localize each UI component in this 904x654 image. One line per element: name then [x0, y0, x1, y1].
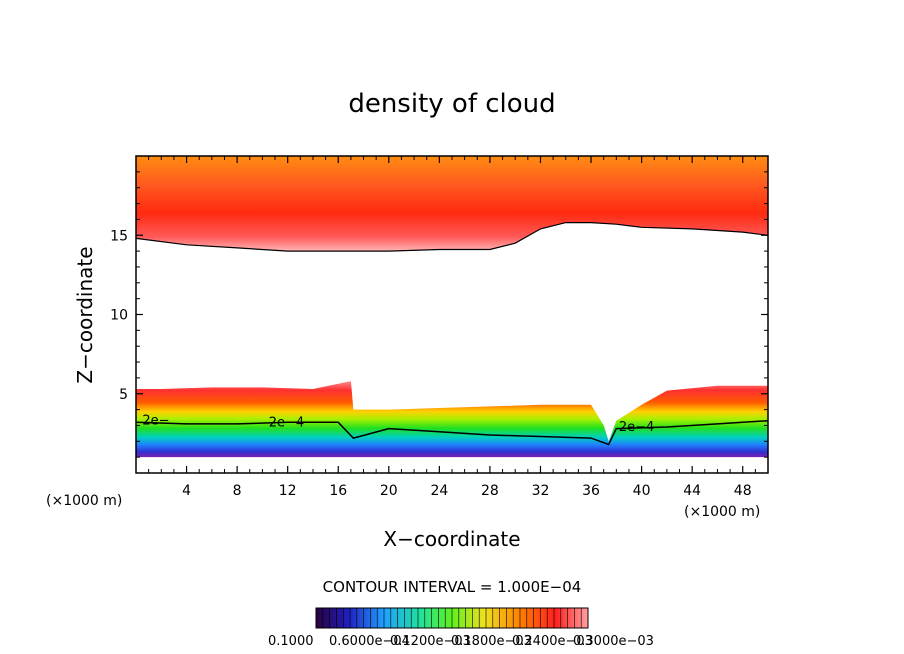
y-tick-label: 15	[110, 228, 128, 244]
colorbar-label: 0.1000	[268, 634, 314, 649]
x-tick-label: 8	[233, 483, 242, 499]
colorbar-label: 0.1200e−03	[390, 634, 471, 649]
x-tick-label: 4	[182, 483, 191, 499]
colorbar-divisions	[322, 608, 582, 628]
colorbar-labels: 0.1000 0.6000e−040.1200e−030.1800e−030.24…	[268, 634, 654, 649]
chart-title: density of cloud	[348, 89, 555, 119]
y-axis-label: Z−coordinate	[73, 246, 97, 383]
x-tick-label: 12	[279, 483, 297, 499]
upper-cloud-layer	[136, 156, 768, 252]
x-tick-label: 24	[430, 483, 448, 499]
colorbar-label: 0.3000e−03	[573, 634, 654, 649]
x-tick-label: 36	[582, 483, 600, 499]
colorbar-label: 0.1800e−03	[451, 634, 532, 649]
upper-contour-line	[136, 222, 768, 252]
plot-area	[136, 156, 768, 458]
contour-label: 2e−4	[619, 420, 654, 435]
contour-label: 2e−4	[269, 415, 304, 430]
x-tick-label: 32	[532, 483, 550, 499]
x-axis-ticks: 4 8 12 16 20 24 28 32 36 40 44 48	[148, 156, 756, 499]
x-tick-label: 28	[481, 483, 499, 499]
y-tick-label: 5	[119, 387, 128, 403]
x-tick-label: 16	[329, 483, 347, 499]
contour-labels: 2e−4 2e−4 2e−	[142, 414, 654, 435]
x-tick-label: 20	[380, 483, 398, 499]
x-unit-label-left: (×1000 m)	[46, 493, 122, 509]
x-axis-label: X−coordinate	[383, 527, 520, 551]
x-tick-label: 40	[633, 483, 651, 499]
x-tick-label: 44	[683, 483, 701, 499]
contour-label: 2e−	[142, 414, 169, 429]
lower-cloud-layer	[136, 381, 768, 458]
y-axis-ticks: 5 10 15	[110, 171, 768, 458]
x-unit-label-right: (×1000 m)	[684, 504, 760, 520]
colorbar-label: 0.2400e−03	[512, 634, 593, 649]
contour-interval-label: CONTOUR INTERVAL = 1.000E−04	[323, 578, 582, 596]
contour-2e-4-line	[136, 419, 768, 446]
y-tick-label: 10	[110, 308, 128, 324]
x-tick-label: 48	[734, 483, 752, 499]
colorbar-label: 0.6000e−04	[329, 634, 410, 649]
